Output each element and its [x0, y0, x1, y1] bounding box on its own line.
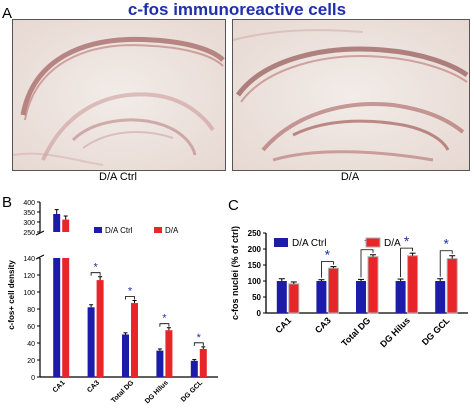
y-axis-label: c-fos nuclei (% of ctrl) — [230, 226, 240, 320]
legend-label: D/A — [384, 238, 401, 249]
bar-ctrl — [87, 307, 95, 377]
significance-star: * — [443, 236, 449, 252]
significance-star: * — [404, 233, 410, 249]
bar-ctrl — [190, 360, 198, 377]
x-tick-label: Total DG — [339, 315, 372, 348]
y-tick-label: 20 — [27, 358, 35, 365]
x-tick-label: CA1 — [52, 379, 67, 394]
x-tick-label: CA3 — [86, 379, 101, 394]
y-tick-label: 0 — [257, 309, 262, 318]
significance-bracket — [400, 247, 413, 278]
significance-bracket — [125, 296, 135, 300]
bar-ctrl — [156, 350, 164, 377]
bar-ctrl-upper — [53, 214, 61, 232]
y-tick-label: 40 — [27, 341, 35, 348]
legend-swatch — [365, 237, 381, 248]
caption-ctrl: D/A Ctrl — [99, 171, 137, 183]
legend-swatch — [274, 238, 288, 247]
caption-da: D/A — [340, 171, 360, 183]
x-tick-label: DG GCL — [180, 379, 205, 404]
y-tick-label: 200 — [248, 245, 262, 254]
significance-star: * — [93, 262, 98, 274]
bar-da — [327, 267, 339, 314]
significance-bracket — [439, 250, 453, 277]
figure-title: c-fos immunoreactive cells — [127, 0, 347, 19]
y-tick-label: 300 — [23, 220, 35, 227]
significance-star: * — [197, 332, 202, 344]
bar-da — [446, 258, 458, 314]
significance-star: * — [162, 313, 167, 325]
bar-ctrl — [122, 334, 129, 377]
bar-da — [199, 348, 207, 377]
axis-break-mark — [35, 230, 45, 236]
bar-ctrl — [316, 281, 327, 313]
y-tick-label: 120 — [23, 273, 35, 280]
y-tick-label: 350 — [23, 210, 35, 217]
legend-swatch — [94, 227, 102, 233]
y-tick-label: 0 — [31, 375, 35, 382]
bar-da — [367, 256, 379, 314]
significance-bracket — [360, 249, 374, 278]
micrograph-ctrl — [12, 19, 226, 171]
y-tick-label: 250 — [248, 229, 262, 238]
significance-bracket — [90, 272, 101, 276]
y-tick-label: 80 — [27, 307, 35, 314]
significance-bracket — [321, 261, 334, 278]
x-tick-label: CA3 — [313, 315, 333, 335]
bar-ctrl — [435, 281, 446, 313]
significance-star: * — [325, 247, 331, 263]
y-tick-label: 50 — [252, 293, 261, 302]
bar-ctrl — [53, 258, 61, 377]
y-tick-label: 250 — [23, 230, 35, 237]
chart-c: 0 50 100 150 200 250 c-fos nuclei (% of ctrl) C… — [230, 226, 468, 349]
micrograph-da — [232, 19, 470, 171]
bar-ctrl — [356, 281, 366, 313]
y-tick-label: 60 — [27, 324, 35, 331]
significance-bracket — [159, 323, 170, 327]
x-tick-label: DG GCL — [420, 315, 452, 347]
bar-da — [288, 283, 300, 314]
y-tick-label: 150 — [248, 261, 262, 270]
y-tick-label: 100 — [248, 277, 262, 286]
bar-da — [62, 258, 70, 377]
legend-swatch — [154, 227, 162, 233]
significance-star: * — [128, 286, 133, 298]
legend-label: D/A — [165, 226, 179, 235]
x-tick-label: DG Hilus — [144, 379, 170, 405]
bar-ctrl — [395, 281, 406, 313]
micrograph-ctrl-image — [13, 20, 225, 170]
significance-bracket — [193, 342, 204, 346]
panel-label-b: B — [2, 194, 13, 211]
x-tick-label: DG Hilus — [378, 315, 412, 349]
bar-ctrl — [276, 281, 287, 313]
bar-da — [407, 255, 419, 314]
y-tick-label: 140 — [23, 256, 35, 263]
x-tick-label: Total DG — [110, 379, 136, 405]
micrograph-da-image — [233, 20, 469, 170]
y-tick-label: 100 — [23, 290, 35, 297]
bar-da — [131, 303, 138, 377]
legend-label: D/A Ctrl — [105, 226, 133, 235]
y-axis-label: c-fos+ cell density — [7, 260, 16, 330]
bar-da — [165, 330, 173, 377]
chart-b: 250 300 350 400 0 20 40 60 80 100 120 140 c-fos+ cel… — [7, 200, 218, 405]
panel-label-c: C — [228, 197, 239, 214]
y-tick-label: 400 — [23, 200, 35, 207]
bar-da — [96, 280, 104, 377]
x-tick-label: CA1 — [273, 315, 293, 335]
panel-label-a: A — [2, 5, 13, 22]
legend-label: D/A Ctrl — [292, 238, 326, 249]
bar-da-upper — [62, 219, 70, 232]
